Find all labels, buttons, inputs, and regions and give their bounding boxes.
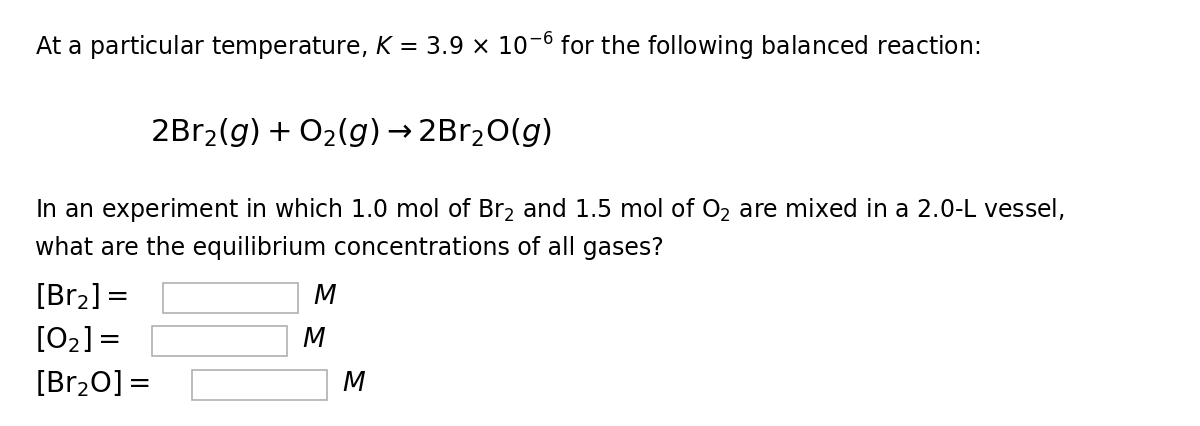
Text: what are the equilibrium concentrations of all gases?: what are the equilibrium concentrations … [35,236,664,260]
Text: $[\mathrm{O}_2] =$: $[\mathrm{O}_2] =$ [35,324,120,355]
FancyBboxPatch shape [192,370,326,400]
Text: At a particular temperature, $\mathit{K}$ = 3.9 $\times$ 10$^{-6}$ for the follo: At a particular temperature, $\mathit{K}… [35,31,980,63]
Text: $[\mathrm{Br}_2\mathrm{O}] =$: $[\mathrm{Br}_2\mathrm{O}] =$ [35,368,150,399]
Text: $[\mathrm{Br}_2] =$: $[\mathrm{Br}_2] =$ [35,281,128,312]
Text: $M$: $M$ [342,371,366,397]
Text: $M$: $M$ [313,284,337,310]
FancyBboxPatch shape [152,326,287,356]
Text: $2\mathrm{Br}_2(g) + \mathrm{O}_2(g) \rightarrow 2\mathrm{Br}_2\mathrm{O}(g)$: $2\mathrm{Br}_2(g) + \mathrm{O}_2(g) \ri… [150,116,552,149]
FancyBboxPatch shape [163,283,299,313]
Text: $M$: $M$ [302,327,326,353]
Text: In an experiment in which 1.0 mol of $\mathrm{Br}_2$ and 1.5 mol of $\mathrm{O}_: In an experiment in which 1.0 mol of $\m… [35,196,1064,224]
